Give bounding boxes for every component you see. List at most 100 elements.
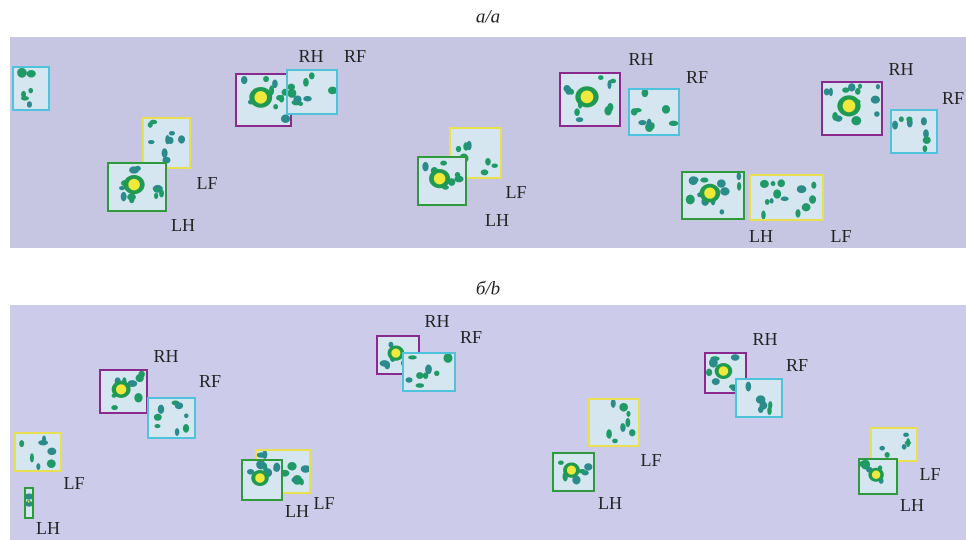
pressure-spot [922, 136, 931, 144]
pressure-spot [842, 87, 850, 93]
pressure-spot [38, 439, 49, 446]
paw-label: RH [752, 329, 777, 349]
paw-label: RF [344, 46, 366, 66]
pressure-spot [262, 450, 268, 459]
pressure-spot [641, 88, 649, 98]
pressure-spot [24, 501, 34, 507]
pressure-spot [36, 463, 41, 471]
pressure-spot [303, 77, 309, 87]
paw-box [24, 487, 34, 519]
pressure-spot [293, 95, 302, 104]
pressure-spot [688, 176, 698, 186]
pressure-spot [625, 417, 631, 428]
paw-region [891, 110, 937, 153]
pressure-spot [24, 493, 34, 500]
paw-box [858, 458, 898, 495]
pressure-spot [466, 140, 472, 151]
pressure-spot [708, 357, 718, 368]
pressure-spot [120, 191, 127, 202]
pressure-spot [768, 401, 773, 409]
pressure-spot [28, 87, 34, 94]
pressure-spot [630, 108, 638, 116]
paw-box [559, 72, 621, 127]
pressure-spot [291, 477, 297, 483]
pressure-spot [777, 179, 785, 188]
pressure-spot [26, 101, 33, 108]
pressure-spot [184, 413, 189, 419]
pressure-peak [27, 500, 30, 503]
pressure-peak [115, 384, 127, 395]
pressure-spot [609, 78, 617, 84]
paw-label: LF [830, 226, 851, 246]
pressure-spot [922, 145, 928, 153]
paw-label: RH [888, 59, 913, 79]
pressure-peak [718, 366, 729, 376]
pressure-spot [174, 402, 184, 410]
pressure-spot [153, 413, 162, 421]
pressure-spot [159, 189, 164, 198]
pressure-spot [796, 185, 807, 194]
pressure-spot [273, 462, 281, 473]
paw-label: LH [485, 210, 509, 230]
pressure-spot [138, 370, 145, 378]
paw-box [99, 369, 148, 414]
pressure-spot [327, 86, 338, 95]
pressure-spot [736, 181, 742, 191]
pressure-spot [408, 355, 417, 360]
paw-label: RF [786, 355, 808, 375]
pressure-spot [287, 462, 297, 471]
pressure-spot [906, 116, 913, 122]
paw-box [552, 452, 595, 492]
paw-box [402, 352, 456, 392]
pressure-spot [298, 101, 304, 107]
pressure-spot [575, 117, 584, 123]
pressure-spot [111, 405, 118, 411]
pressure-spot [668, 120, 679, 127]
pressure-spot [780, 196, 789, 202]
pressure-spot [619, 402, 629, 412]
pressure-spot [19, 440, 25, 448]
pressure-spot [440, 160, 448, 166]
paw-label: RH [298, 46, 323, 66]
pressure-spot [134, 165, 141, 171]
pressure-spot [416, 372, 424, 380]
pressure-spot [161, 148, 168, 158]
pressure-spot [299, 478, 304, 486]
paw-label: RF [942, 88, 964, 108]
pressure-spot [379, 360, 390, 367]
pressure-spot [705, 368, 713, 377]
pressure-spot [287, 83, 296, 91]
pressure-spot [612, 438, 618, 444]
pressure-spot [875, 83, 880, 90]
paw-label: RF [460, 327, 482, 347]
paw-label: LF [313, 493, 334, 513]
paw-label: LH [749, 226, 773, 246]
paw-label: LF [196, 173, 217, 193]
pressure-spot [434, 370, 440, 377]
pressure-spot [884, 452, 890, 458]
paw-box [821, 81, 883, 136]
pressure-spot [308, 72, 315, 80]
paw-box [449, 127, 502, 179]
pressure-spot [920, 117, 927, 126]
pressure-spot [903, 432, 909, 437]
pressure-spot [711, 378, 720, 386]
pressure-spot [638, 120, 647, 126]
pressure-peak [704, 187, 716, 199]
pressure-spot [480, 169, 489, 176]
pressure-spot [700, 177, 709, 183]
pressure-spot [720, 187, 730, 196]
pressure-spot [685, 194, 695, 205]
pressure-spot [661, 104, 671, 114]
pressure-spot [901, 444, 907, 450]
paw-label: LH [171, 215, 195, 235]
pressure-spot [276, 95, 283, 101]
pressure-spot [162, 156, 171, 164]
pressure-spot [584, 463, 593, 471]
pressure-spot [272, 79, 278, 89]
pressure-spot [879, 445, 885, 451]
paw-label: LH [900, 495, 924, 515]
pressure-spot [629, 429, 636, 437]
pressure-spot [730, 354, 740, 361]
pressure-spot [764, 199, 770, 205]
